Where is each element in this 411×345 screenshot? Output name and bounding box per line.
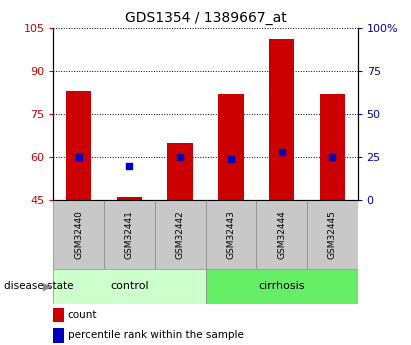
Bar: [104, 200, 155, 269]
Text: disease state: disease state: [4, 282, 74, 291]
Text: percentile rank within the sample: percentile rank within the sample: [68, 331, 244, 341]
Text: cirrhosis: cirrhosis: [258, 282, 305, 291]
Text: count: count: [68, 310, 97, 320]
Bar: [269, 39, 294, 200]
Point: [126, 163, 133, 168]
Bar: [206, 269, 358, 304]
Text: ▶: ▶: [43, 282, 51, 291]
Bar: [206, 200, 256, 269]
Point: [278, 149, 285, 155]
Text: control: control: [110, 282, 149, 291]
Bar: [256, 200, 307, 269]
Text: GSM32440: GSM32440: [74, 210, 83, 259]
Point: [329, 154, 335, 160]
Point: [76, 154, 82, 160]
Point: [228, 156, 234, 161]
Text: GSM32443: GSM32443: [226, 210, 236, 259]
Point: [177, 154, 183, 160]
Bar: [53, 308, 64, 322]
Bar: [319, 94, 345, 200]
Text: GSM32441: GSM32441: [125, 210, 134, 259]
Bar: [66, 91, 91, 200]
Bar: [168, 142, 193, 200]
Bar: [117, 197, 142, 200]
Text: GSM32444: GSM32444: [277, 210, 286, 259]
Bar: [155, 200, 206, 269]
Text: GSM32442: GSM32442: [175, 210, 185, 259]
Title: GDS1354 / 1389667_at: GDS1354 / 1389667_at: [125, 11, 286, 25]
Bar: [53, 328, 64, 343]
Text: GSM32445: GSM32445: [328, 210, 337, 259]
Bar: [218, 94, 243, 200]
Bar: [53, 200, 104, 269]
Bar: [53, 269, 206, 304]
Bar: [307, 200, 358, 269]
